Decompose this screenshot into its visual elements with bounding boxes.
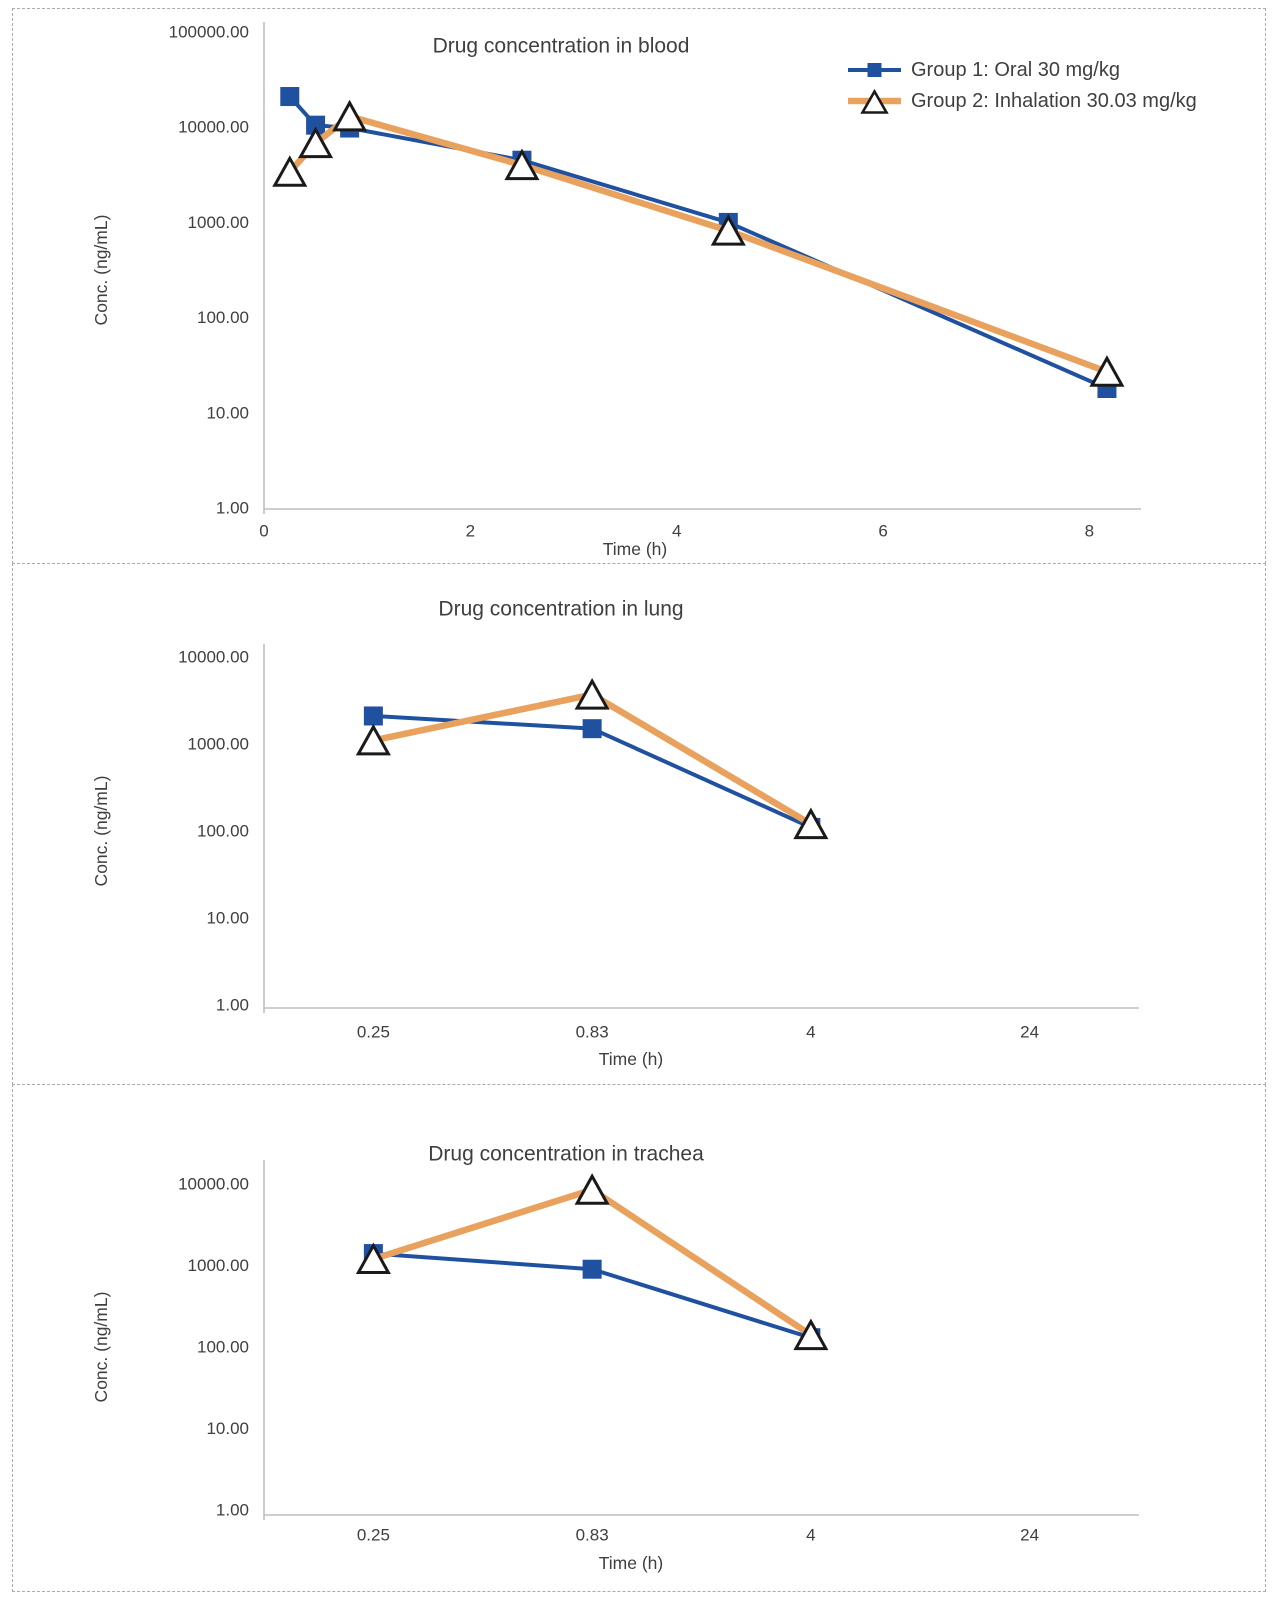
y-tick-label: 1.00 — [216, 1501, 249, 1520]
panel-blood-chart: 100000.00 10000.00 1000.00 100.00 10.00 1.00 0… — [12, 8, 1266, 564]
y-tick-label: 10.00 — [206, 909, 249, 928]
y-tick-label: 10000.00 — [178, 1175, 249, 1194]
legend-entry-group2: Group 2: Inhalation 30.03 mg/kg — [848, 88, 1197, 114]
x-axis-title: Time (h) — [599, 1049, 664, 1069]
panel-trachea-chart: 10000.00 1000.00 100.00 10.00 1.00 0.25 0.83 4 2… — [12, 1084, 1266, 1592]
x-tick-label: 0.83 — [576, 1023, 609, 1042]
chart-title: Drug concentration in trachea — [428, 1143, 704, 1166]
x-tick-label: 4 — [672, 522, 681, 541]
x-tick-label: 4 — [806, 1023, 815, 1042]
panel-lung-chart: 10000.00 1000.00 100.00 10.00 1.00 0.25 0.83 4 2… — [12, 563, 1266, 1085]
y-tick-label: 1000.00 — [188, 1256, 249, 1275]
series-group1-marker — [582, 1259, 602, 1279]
y-tick-label: 10000.00 — [178, 648, 249, 667]
series-group2-line — [372, 691, 813, 827]
legend: Group 1: Oral 30 mg/kg Group 2: Inhalatio… — [848, 59, 1197, 114]
trachea-concentration-chart: 10000.00 1000.00 100.00 10.00 1.00 0.25 0.83 4 2… — [91, 1143, 1139, 1573]
series-group1-marker — [280, 87, 300, 107]
legend-square-marker — [867, 63, 882, 77]
x-tick-label: 24 — [1020, 1526, 1039, 1545]
legend-entry-label: Group 2: Inhalation 30.03 mg/kg — [911, 90, 1197, 112]
series-group1-marker — [306, 115, 326, 135]
y-tick-label: 10.00 — [206, 403, 249, 422]
y-tick-label: 100.00 — [197, 822, 249, 841]
y-tick-label: 1000.00 — [188, 213, 249, 232]
x-axis-title: Time (h) — [603, 539, 668, 559]
y-tick-label: 1.00 — [216, 499, 249, 518]
series-group2-marker — [504, 148, 540, 181]
series-group2-marker — [355, 723, 391, 756]
series-group2-marker — [272, 155, 308, 187]
y-axis-title: Conc. (ng/mL) — [91, 776, 111, 887]
series-group2-marker — [710, 214, 746, 246]
y-axis-title: Conc. (ng/mL) — [91, 215, 111, 326]
series-group2-marker — [574, 677, 610, 710]
series-group2-marker — [298, 126, 334, 159]
x-tick-label: 0 — [259, 522, 268, 541]
blood-concentration-chart: 100000.00 10000.00 1000.00 100.00 10.00 1.00 0… — [91, 22, 1197, 559]
y-tick-label: 100.00 — [197, 1338, 249, 1357]
legend-entry-group1: Group 1: Oral 30 mg/kg — [848, 59, 1120, 81]
series-group2-marker — [574, 1173, 610, 1205]
series-group2-marker — [793, 1318, 829, 1351]
pk-figure: 100000.00 10000.00 1000.00 100.00 10.00 1.00 0… — [12, 8, 1266, 1592]
x-tick-label: 0.25 — [357, 1023, 390, 1042]
y-tick-label: 10.00 — [206, 1419, 249, 1438]
x-tick-label: 0.25 — [357, 1526, 390, 1545]
x-tick-label: 2 — [466, 522, 475, 541]
series-group1-line — [288, 95, 1108, 391]
x-tick-label: 8 — [1085, 522, 1094, 541]
series-group2-marker — [332, 99, 368, 132]
series-group2-marker — [793, 807, 829, 840]
y-tick-label: 1000.00 — [188, 735, 249, 754]
legend-entry-label: Group 1: Oral 30 mg/kg — [911, 59, 1120, 81]
x-tick-label: 4 — [806, 1526, 815, 1545]
y-tick-label: 10000.00 — [178, 118, 249, 137]
series-group1-marker — [363, 706, 383, 726]
series-group1-marker — [582, 719, 602, 739]
y-tick-label: 1.00 — [216, 996, 249, 1015]
lung-concentration-chart: 10000.00 1000.00 100.00 10.00 1.00 0.25 0.83 4 2… — [91, 598, 1139, 1069]
x-tick-label: 6 — [878, 522, 887, 541]
chart-title: Drug concentration in blood — [433, 35, 690, 58]
chart-title: Drug concentration in lung — [438, 598, 683, 621]
x-axis-title: Time (h) — [599, 1553, 664, 1573]
y-tick-label: 100000.00 — [169, 23, 249, 42]
y-tick-label: 100.00 — [197, 308, 249, 327]
x-tick-label: 0.83 — [576, 1526, 609, 1545]
series-group2-marker — [1089, 355, 1125, 387]
legend-triangle-marker — [860, 88, 889, 114]
x-tick-label: 24 — [1020, 1023, 1039, 1042]
y-axis-title: Conc. (ng/mL) — [91, 1292, 111, 1403]
series-group2-marker — [355, 1242, 391, 1275]
